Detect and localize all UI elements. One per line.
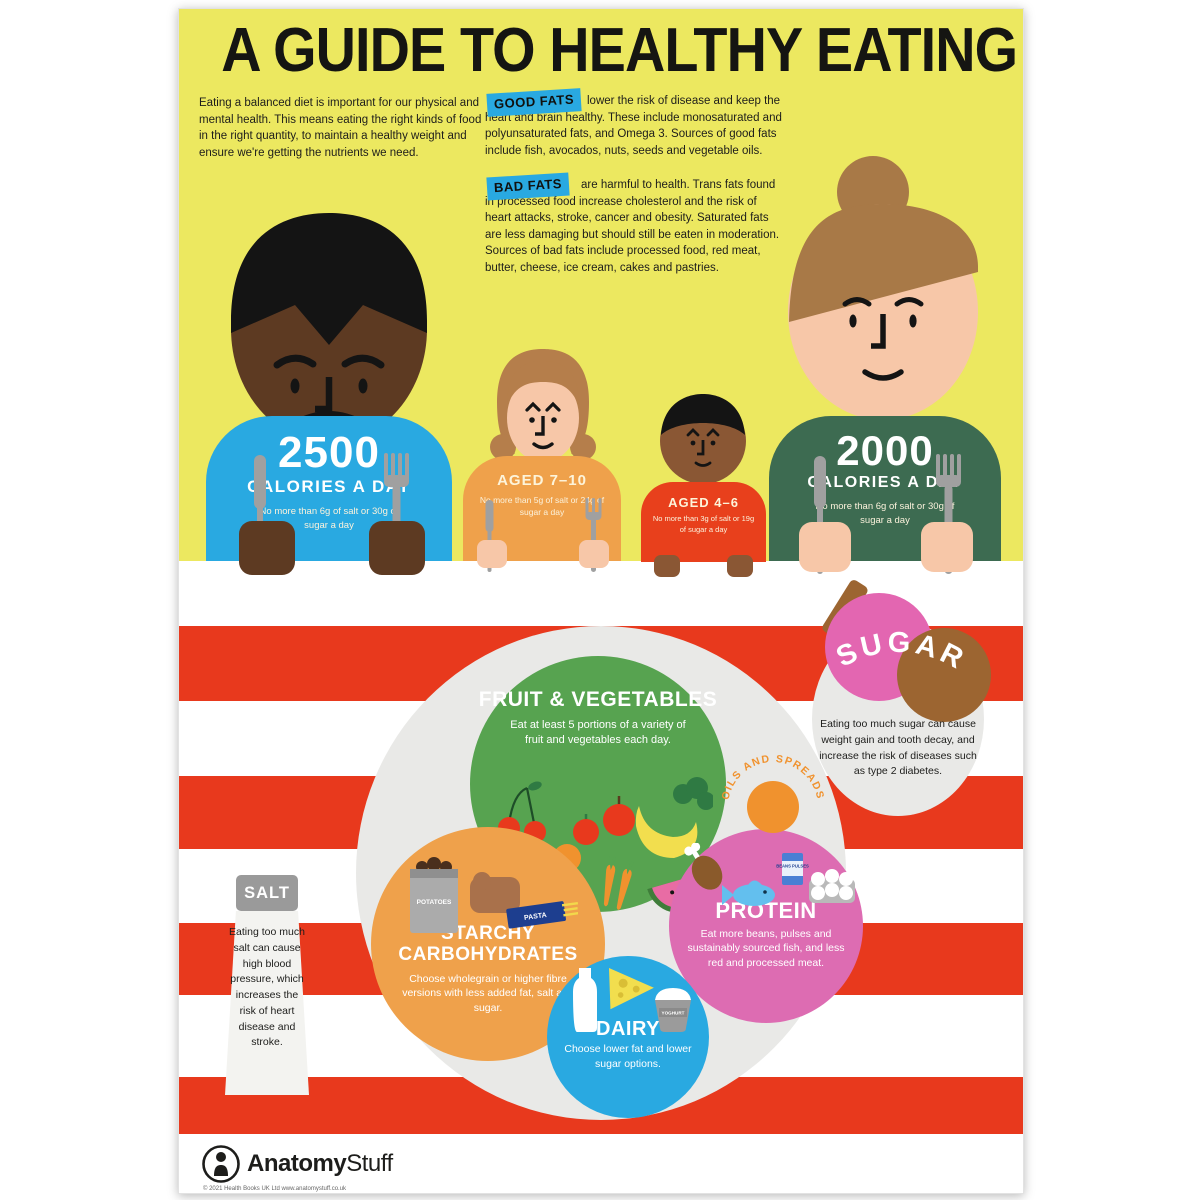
boy-age-label: AGED 4–6 bbox=[668, 495, 739, 510]
header-section: A GUIDE TO HEALTHY EATING Eating a balan… bbox=[179, 9, 1023, 577]
svg-text:YOGHURT: YOGHURT bbox=[662, 1011, 685, 1016]
woman-left-hand bbox=[799, 522, 851, 572]
cheese-icon bbox=[609, 968, 654, 1010]
woman-note: No more than 6g of salt or 30g of sugar … bbox=[815, 501, 955, 526]
salt-shaker-cap: SALT bbox=[236, 875, 298, 911]
tablecloth-section: FRUIT & VEGETABLES Eat at least 5 portio… bbox=[179, 561, 1023, 1134]
svg-text:POTATOES: POTATOES bbox=[417, 899, 452, 906]
oils-circle-icon: OILS AND SPREADS bbox=[720, 753, 825, 833]
woman-face-icon bbox=[788, 156, 978, 420]
dairy-segment: YOGHURT DAIRY Choose lower fat and lower… bbox=[547, 956, 709, 1118]
healthy-eating-poster: A GUIDE TO HEALTHY EATING Eating a balan… bbox=[178, 8, 1024, 1194]
starchy-icons: POTATOES PASTA bbox=[410, 857, 578, 933]
man-calories: 2500 bbox=[278, 428, 380, 477]
dairy-icons: YOGHURT bbox=[573, 968, 691, 1032]
man-face-icon bbox=[231, 213, 427, 444]
drumstick-icon bbox=[684, 843, 723, 890]
svg-text:PASTA: PASTA bbox=[524, 912, 547, 922]
starchy-text: Choose wholegrain or higher fibre versio… bbox=[402, 972, 574, 1014]
apple-icon bbox=[603, 796, 635, 836]
boy-left-hand bbox=[654, 555, 680, 577]
potato-bag-icon: POTATOES bbox=[410, 857, 458, 933]
boy-face-icon bbox=[660, 394, 746, 484]
brand-logo: AnatomyStuff bbox=[201, 1144, 393, 1184]
intro-paragraph: Eating a balanced diet is important for … bbox=[199, 97, 482, 159]
girl-left-hand bbox=[477, 540, 507, 568]
yoghurt-icon: YOGHURT bbox=[655, 988, 691, 1032]
sugar-candy-icon bbox=[897, 628, 991, 722]
egg-box-icon bbox=[809, 869, 855, 903]
salt-shaker-body bbox=[225, 911, 309, 1095]
bad-fats-block: BAD FATS are harmful to health. Trans fa… bbox=[485, 172, 785, 276]
oils-and-spreads: OILS AND SPREADS bbox=[708, 742, 838, 872]
sugar-text: Eating too much sugar can cause weight g… bbox=[819, 718, 977, 778]
man-note: No more than 6g of salt or 30g of sugar … bbox=[259, 506, 399, 531]
girl-age-label: AGED 7–10 bbox=[497, 472, 587, 489]
fruit-veg-title: FRUIT & VEGETABLES bbox=[478, 688, 718, 711]
dairy-title: DAIRY bbox=[596, 1018, 660, 1040]
svg-text:BEANS PULSES: BEANS PULSES bbox=[776, 864, 809, 869]
fruit-veg-text: Eat at least 5 portions of a variety of … bbox=[510, 718, 686, 746]
dairy-text: Choose lower fat and lower sugar options… bbox=[564, 1043, 692, 1071]
woman-right-hand bbox=[921, 522, 973, 572]
copyright-line: © 2021 Health Books UK Ltd www.anatomyst… bbox=[203, 1186, 347, 1192]
girl-face-icon bbox=[490, 349, 596, 462]
woman-calories: 2000 bbox=[836, 427, 934, 474]
figure-adult-woman: 2000 CALORIES A DAY No more than 6g of s… bbox=[769, 154, 1001, 579]
boy-shirt: AGED 4–6 No more than 3g of salt or 19g … bbox=[641, 482, 766, 562]
good-fats-block: GOOD FATS lower the risk of disease and … bbox=[485, 88, 785, 159]
protein-text: Eat more beans, pulses and sustainably s… bbox=[687, 927, 845, 969]
brand-name: AnatomyStuff bbox=[247, 1150, 393, 1177]
footer-section: AnatomyStuff © 2021 Health Books UK Ltd … bbox=[179, 1134, 1023, 1193]
woman-calories-label: CALORIES A DAY bbox=[807, 474, 963, 492]
salt-text: Eating too much salt can cause high bloo… bbox=[229, 926, 305, 1049]
figure-girl: AGED 7–10 No more than 5g of salt or 24g… bbox=[461, 344, 626, 579]
banana-icon bbox=[635, 806, 698, 858]
beans-can-icon: BEANS PULSES bbox=[776, 853, 809, 885]
girl-note: No more than 5g of salt or 24g of sugar … bbox=[479, 495, 605, 518]
protein-segment: BEANS PULSES PROTEIN Eat more beans, pul… bbox=[669, 829, 863, 1023]
man-left-hand bbox=[239, 521, 295, 575]
figure-adult-man: 2500 CALORIES A DAY No more than 6g of s… bbox=[201, 199, 457, 579]
fish-icon bbox=[722, 880, 775, 906]
milk-bottle-icon bbox=[573, 968, 597, 1032]
tomato-icon bbox=[573, 814, 599, 845]
brand-logo-icon bbox=[202, 1145, 240, 1183]
bread-icon bbox=[470, 872, 520, 913]
pasta-icon: PASTA bbox=[506, 901, 578, 929]
broccoli-icon bbox=[673, 777, 713, 822]
sugar-title: SUGAR bbox=[832, 627, 968, 677]
sugar-title-curve: SUGAR bbox=[832, 627, 972, 677]
girl-right-hand bbox=[579, 540, 609, 568]
man-right-hand bbox=[369, 521, 425, 575]
bad-fats-text: are harmful to health. Trans fats found … bbox=[485, 179, 780, 274]
boy-right-hand bbox=[727, 555, 753, 577]
good-fats-text: lower the risk of disease and keep the h… bbox=[485, 95, 782, 157]
poster-title: A GUIDE TO HEALTHY EATING bbox=[221, 16, 1018, 85]
carrot-icon bbox=[603, 856, 617, 907]
carrot-icon bbox=[616, 860, 634, 910]
man-calories-label: CALORIES A DAY bbox=[247, 477, 411, 497]
figure-boy: AGED 4–6 No more than 3g of salt or 19g … bbox=[641, 387, 766, 579]
svg-text:SUGAR: SUGAR bbox=[832, 627, 972, 677]
boy-note: No more than 3g of salt or 19g of sugar … bbox=[652, 514, 755, 534]
protein-icons: BEANS PULSES bbox=[684, 843, 855, 906]
